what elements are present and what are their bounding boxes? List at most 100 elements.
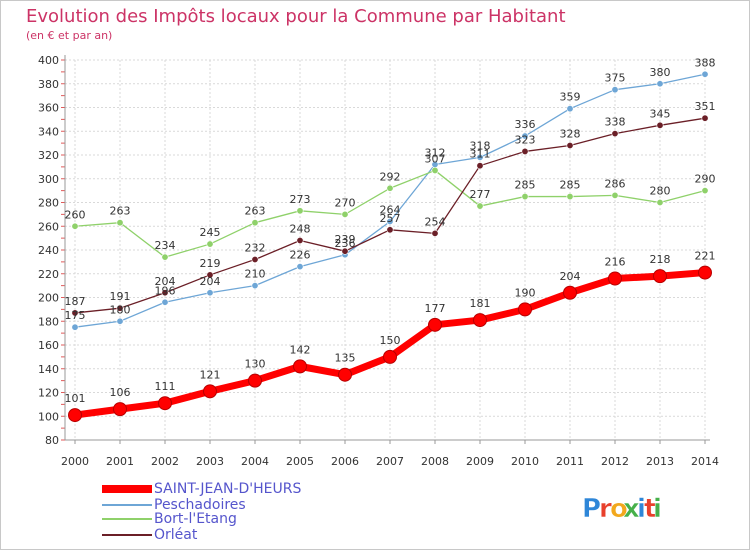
data-label: 286: [605, 177, 626, 190]
data-point: [521, 193, 529, 201]
data-label: 270: [335, 196, 356, 209]
data-label: 280: [650, 185, 671, 198]
data-label: 239: [335, 233, 356, 246]
data-label: 106: [110, 386, 131, 399]
data-point: [341, 247, 349, 255]
y-tick-label: 120: [38, 387, 59, 400]
data-label: 196: [155, 284, 176, 297]
data-label: 264: [380, 204, 401, 217]
data-point: [296, 237, 304, 245]
y-tick-label: 260: [38, 220, 59, 233]
series: [68, 70, 712, 423]
data-label: 263: [245, 205, 266, 218]
x-tick-label: 2004: [241, 455, 269, 468]
data-point: [293, 359, 307, 374]
data-label: 190: [515, 286, 536, 299]
chart-subtitle: (en € et par an): [26, 29, 112, 42]
legend-label: Bort-l'Etang: [154, 511, 237, 527]
grid: [65, 59, 706, 440]
data-point: [116, 304, 124, 312]
data-label: 121: [200, 368, 221, 381]
x-tick-label: 2008: [421, 455, 449, 468]
data-point: [71, 323, 79, 331]
data-point: [341, 210, 349, 218]
data-label: 187: [65, 295, 86, 308]
data-label: 285: [515, 179, 536, 192]
y-tick-label: 380: [38, 78, 59, 91]
data-label: 111: [155, 380, 176, 393]
data-label: 285: [560, 179, 581, 192]
y-tick-label: 80: [45, 434, 59, 447]
data-label: 318: [470, 139, 491, 152]
x-tick-label: 2011: [556, 455, 584, 468]
data-point: [113, 402, 127, 417]
data-point: [251, 219, 259, 227]
data-point: [386, 218, 394, 226]
y-tick-label: 200: [38, 292, 59, 305]
data-label: 177: [425, 302, 446, 315]
data-label: 204: [155, 275, 176, 288]
logo-letter: t: [644, 494, 656, 524]
legend-label: SAINT-JEAN-D'HEURS: [154, 481, 301, 497]
y-tick-label: 180: [38, 315, 59, 328]
data-label: 204: [200, 275, 221, 288]
data-point: [206, 240, 214, 248]
data-point: [296, 207, 304, 215]
data-label: 191: [110, 290, 131, 303]
data-label: 142: [290, 343, 311, 356]
data-point: [656, 121, 664, 129]
data-point: [656, 199, 664, 207]
data-point: [431, 166, 439, 174]
data-label: 175: [65, 309, 86, 322]
chart-title: Evolution des Impôts locaux pour la Comm…: [26, 6, 566, 27]
y-tick-label: 100: [38, 410, 59, 423]
logo-letter: r: [599, 494, 612, 524]
data-point: [611, 130, 619, 138]
data-point: [476, 153, 484, 161]
data-point: [476, 202, 484, 210]
data-point: [431, 229, 439, 237]
data-point: [251, 282, 259, 290]
data-label: 345: [650, 107, 671, 120]
data-point: [203, 384, 217, 399]
x-tick-label: 2005: [286, 455, 314, 468]
data-point: [611, 86, 619, 94]
x-tick-label: 2001: [106, 455, 134, 468]
data-point: [161, 298, 169, 306]
data-point: [656, 80, 664, 88]
data-label: 375: [605, 72, 626, 85]
data-point: [386, 184, 394, 192]
data-label: 311: [470, 148, 491, 161]
data-point: [428, 317, 442, 332]
data-point: [116, 219, 124, 227]
data-label: 312: [425, 147, 446, 160]
x-tick-label: 2010: [511, 455, 539, 468]
logo-letter: i: [637, 494, 646, 524]
data-point: [521, 132, 529, 140]
data-point: [608, 271, 622, 286]
data-label: 277: [470, 188, 491, 201]
x-tick-label: 2007: [376, 455, 404, 468]
data-label: 232: [245, 242, 266, 255]
legend-label: Orléat: [154, 527, 198, 543]
x-tick-label: 2003: [196, 455, 224, 468]
logo-letter: o: [610, 494, 628, 524]
legend: SAINT-JEAN-D'HEURSPeschadoiresBort-l'Eta…: [102, 481, 301, 543]
legend-label: Peschadoires: [154, 497, 246, 513]
data-point: [698, 265, 712, 280]
y-tick-label: 220: [38, 268, 59, 281]
data-point: [206, 271, 214, 279]
x-tick-label: 2014: [691, 455, 719, 468]
data-point: [701, 114, 709, 122]
data-point: [701, 70, 709, 78]
data-label: 248: [290, 223, 311, 236]
data-point: [116, 317, 124, 325]
data-point: [71, 222, 79, 230]
data-point: [518, 302, 532, 317]
data-point: [161, 253, 169, 261]
y-tick-label: 360: [38, 102, 59, 115]
data-point: [701, 187, 709, 195]
